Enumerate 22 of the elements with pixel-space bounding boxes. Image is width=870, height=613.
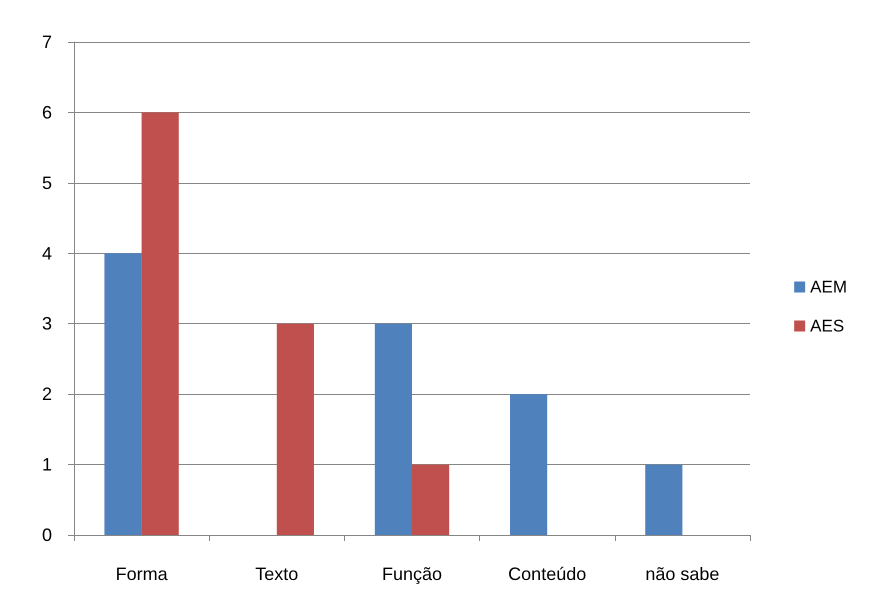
bar: [374, 324, 412, 535]
y-tick-label: 1: [42, 454, 52, 475]
x-tick-label: Texto: [255, 564, 298, 584]
bar: [412, 464, 450, 535]
legend-label: AES: [810, 316, 844, 336]
bar: [510, 394, 548, 535]
bar: [104, 253, 142, 535]
x-tick-label: Conteúdo: [508, 564, 586, 584]
y-tick-label: 0: [42, 525, 52, 545]
y-tick-label: 2: [42, 384, 52, 404]
y-tick-label: 6: [42, 102, 52, 122]
y-tick-label: 3: [42, 314, 52, 334]
x-tick-label: não sabe: [645, 564, 720, 584]
x-tick-label: Função: [382, 564, 442, 584]
bar: [276, 324, 314, 535]
y-tick-label: 5: [42, 172, 52, 193]
x-tick-label: Forma: [116, 564, 169, 584]
legend-label: AEM: [810, 278, 848, 296]
bar: [645, 464, 682, 535]
y-tick-label: 4: [42, 243, 52, 264]
bar: [142, 112, 179, 535]
y-tick-label: 7: [42, 32, 52, 52]
